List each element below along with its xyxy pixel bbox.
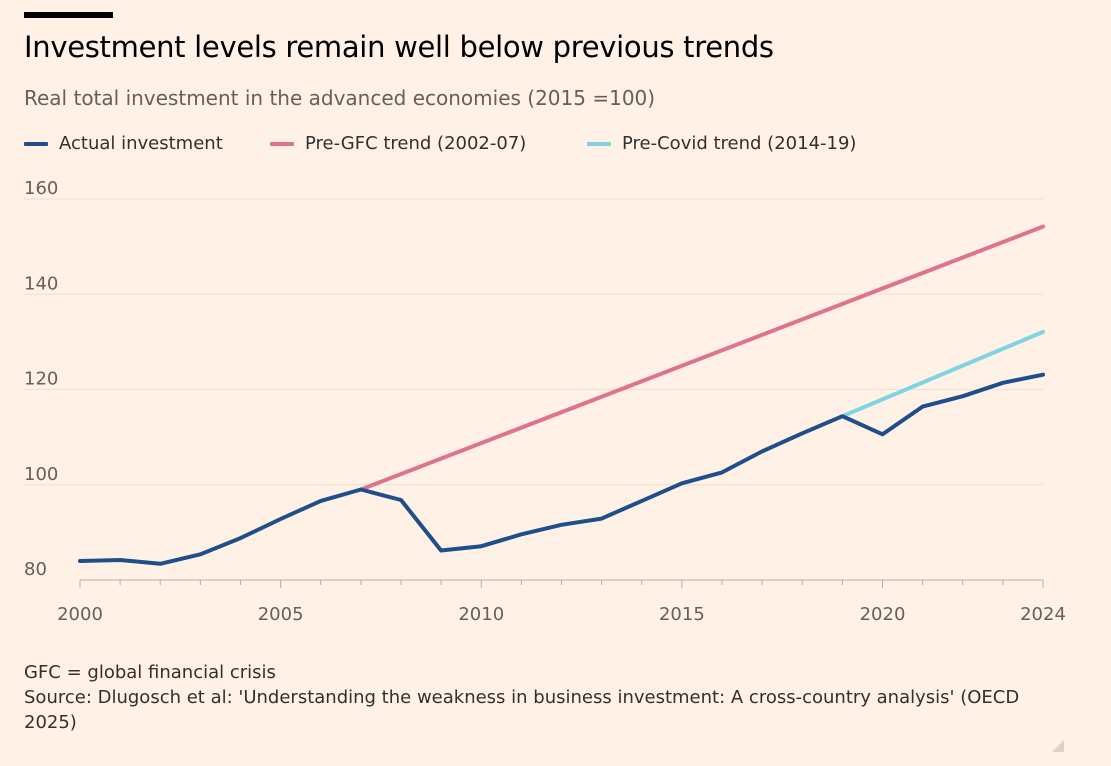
- legend-swatch-pre-gfc: [270, 141, 294, 146]
- gridlines: [24, 198, 1043, 486]
- chart-subtitle: Real total investment in the advanced ec…: [24, 86, 656, 110]
- y-tick-label-160: 160: [24, 180, 58, 199]
- legend-swatch-pre-covid: [587, 141, 611, 146]
- series-line-pre-covid-trend-2014-19: [840, 329, 1045, 419]
- legend-item-actual: Actual investment: [24, 133, 223, 154]
- y-tick-label-100: 100: [24, 464, 58, 485]
- x-tick-label-2015: 2015: [659, 604, 705, 625]
- x-tick-label-2000: 2000: [57, 604, 103, 625]
- footnote-gfc: GFC = global financial crisis: [24, 662, 276, 683]
- x-tick-label-2005: 2005: [258, 604, 304, 625]
- y-tick-label-120: 120: [24, 369, 58, 390]
- series-line-actual-investment: [78, 372, 1045, 566]
- resize-handle-icon: [1052, 740, 1064, 752]
- legend-item-pre-gfc: Pre-GFC trend (2002-07): [270, 133, 526, 154]
- series-line-pre-gfc-trend-2002-07: [358, 224, 1045, 492]
- footnote: GFC = global financial crisis Source: Dl…: [24, 660, 1064, 735]
- y-axis-ticks: 80 100 120 140 160: [24, 180, 58, 580]
- series-lines: [78, 224, 1045, 566]
- legend: Actual investment Pre-GFC trend (2002-07…: [24, 133, 1024, 157]
- brand-bar: [24, 12, 113, 18]
- y-tick-label-80: 80: [24, 559, 47, 580]
- x-tick-label-2024: 2024: [1020, 604, 1066, 625]
- x-tick-label-2020: 2020: [860, 604, 906, 625]
- legend-item-pre-covid: Pre-Covid trend (2014-19): [587, 133, 856, 154]
- footnote-source: Source: Dlugosch et al: 'Understanding t…: [24, 687, 1020, 733]
- chart-title: Investment levels remain well below prev…: [24, 30, 774, 64]
- legend-swatch-actual: [24, 141, 48, 146]
- legend-label-actual: Actual investment: [59, 133, 223, 154]
- legend-label-pre-covid: Pre-Covid trend (2014-19): [622, 133, 857, 154]
- x-tick-label-2010: 2010: [458, 604, 504, 625]
- x-axis: 2000 2005 2010 2015 2020 2024: [57, 579, 1066, 625]
- y-tick-label-140: 140: [24, 273, 58, 294]
- line-chart: 2000 2005 2010 2015 2020 2024 80 100 120 140 160: [24, 180, 1066, 625]
- legend-label-pre-gfc: Pre-GFC trend (2002-07): [305, 133, 527, 154]
